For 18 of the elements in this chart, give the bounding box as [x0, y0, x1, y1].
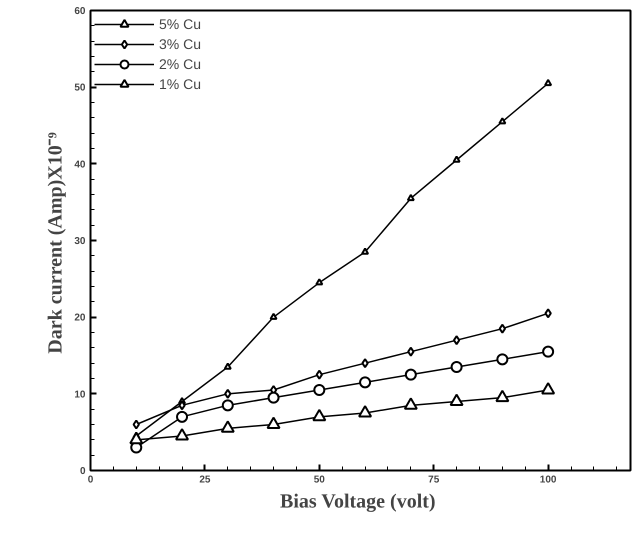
legend-label: 1% Cu — [159, 76, 202, 92]
x-axis-title: Bias Voltage (volt) — [280, 490, 436, 512]
y-tick-label: 50 — [74, 82, 86, 94]
y-tick-label: 20 — [74, 312, 86, 324]
y-axis-title: Dark current (Amp)X10⁻⁹ — [44, 132, 66, 354]
x-tick-label: 0 — [88, 474, 94, 486]
x-tick-label: 100 — [540, 474, 557, 486]
legend-label: 5% Cu — [159, 16, 202, 32]
y-tick-label: 0 — [80, 466, 86, 477]
legend-label: 3% Cu — [159, 36, 202, 52]
x-tick-label: 50 — [314, 474, 326, 486]
legend-label: 2% Cu — [159, 56, 202, 72]
y-tick-label: 40 — [74, 159, 86, 170]
x-tick-label: 25 — [199, 474, 211, 486]
y-tick-label: 30 — [74, 236, 86, 247]
x-tick-label: 75 — [428, 474, 440, 486]
y-tick-label: 10 — [74, 389, 86, 400]
y-tick-label: 60 — [74, 6, 86, 17]
